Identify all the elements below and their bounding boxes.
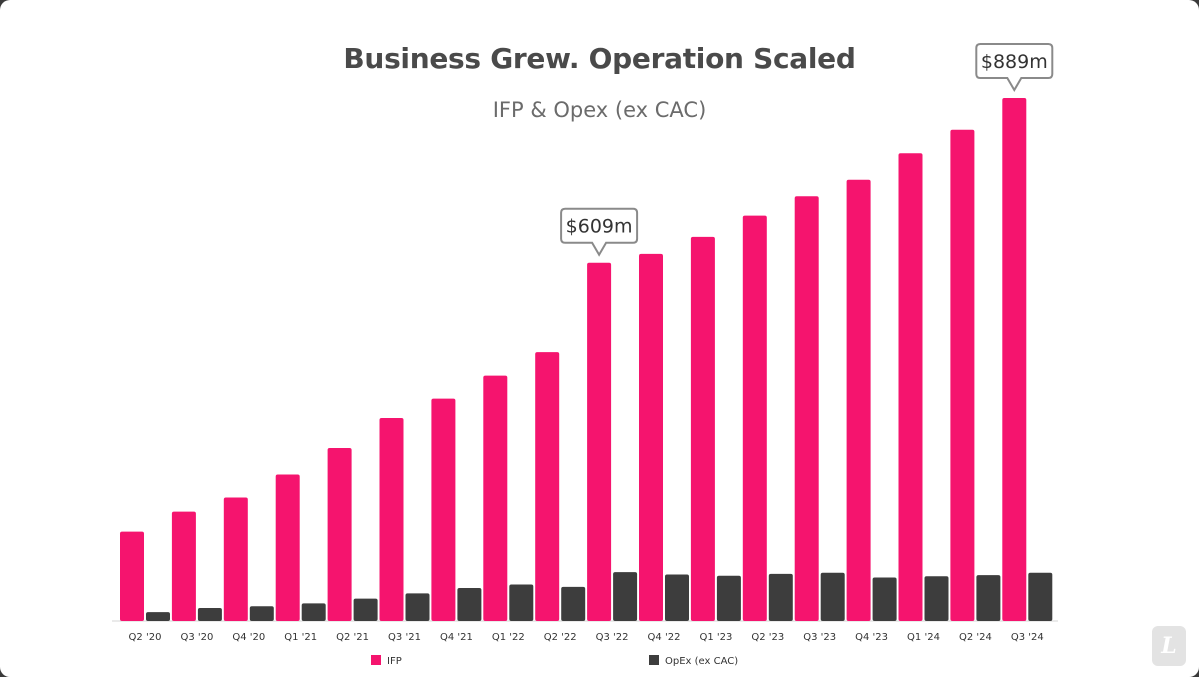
- x-tick-label: Q3 '23: [803, 632, 836, 643]
- bar-opex: [820, 572, 845, 621]
- chart-subtitle: IFP & Opex (ex CAC): [492, 98, 707, 122]
- bar-opex: [872, 577, 897, 621]
- bar-ifp: [639, 253, 663, 621]
- bar-opex: [561, 586, 586, 621]
- bar-opex: [146, 612, 170, 621]
- x-tick-label: Q1 '23: [699, 632, 732, 643]
- bar-ifp: [794, 196, 819, 621]
- x-tick-label: Q2 '22: [544, 632, 577, 643]
- x-tick-label: Q2 '20: [129, 632, 162, 643]
- callout-label: $889m: [981, 51, 1048, 73]
- bar-ifp: [431, 398, 456, 621]
- x-tick-label: Q3 '22: [596, 632, 629, 643]
- bar-opex: [1028, 572, 1053, 621]
- bar-ifp: [690, 236, 715, 621]
- x-tick-label: Q1 '24: [907, 632, 940, 643]
- bar-ifp: [898, 153, 923, 621]
- bar-opex: [197, 608, 222, 621]
- bar-opex: [301, 603, 326, 621]
- legend-opex-swatch: [649, 655, 659, 665]
- bar-opex: [768, 573, 793, 621]
- bar-ifp: [950, 129, 975, 621]
- legend-ifp-swatch: [371, 655, 381, 665]
- bar-ifp: [327, 448, 352, 621]
- legend-opex-label: OpEx (ex CAC): [665, 656, 738, 667]
- bar-opex: [249, 606, 274, 621]
- bar-ifp: [535, 352, 560, 621]
- bar-ifp: [171, 511, 196, 621]
- bar-ifp: [587, 262, 612, 621]
- x-tick-label: Q1 '21: [284, 632, 317, 643]
- x-tick-label: Q4 '20: [232, 632, 265, 643]
- bar-opex: [976, 575, 1001, 621]
- bar-ifp: [742, 215, 767, 622]
- x-tick-label: Q2 '24: [959, 632, 992, 643]
- x-tick-label: Q3 '24: [1011, 632, 1044, 643]
- x-tick-label: Q3 '21: [388, 632, 421, 643]
- bar-ifp: [846, 179, 871, 621]
- bar-opex: [457, 588, 482, 621]
- bar-ifp: [120, 531, 144, 621]
- x-tick-label: Q2 '23: [751, 632, 784, 643]
- bar-ifp: [275, 474, 300, 621]
- bar-ifp: [483, 375, 508, 621]
- x-tick-label: Q1 '22: [492, 632, 525, 643]
- callout-box: [975, 43, 1054, 92]
- bar-opex: [716, 575, 741, 621]
- bar-ifp: [1002, 98, 1027, 621]
- x-tick-label: Q4 '22: [648, 632, 681, 643]
- x-tick-label: Q2 '21: [336, 632, 369, 643]
- bar-ifp: [223, 497, 248, 621]
- bar-ifp: [379, 418, 404, 621]
- bar-opex: [405, 593, 430, 621]
- brand-logo-letter: L: [1161, 633, 1177, 659]
- callout-box: [560, 207, 639, 257]
- callout-label: $609m: [566, 216, 633, 238]
- bar-opex: [509, 584, 534, 621]
- x-tick-label: Q4 '21: [440, 632, 473, 643]
- bar-opex: [924, 576, 949, 621]
- chart-title: Business Grew. Operation Scaled: [343, 42, 856, 75]
- x-tick-label: Q4 '23: [855, 632, 888, 643]
- bar-opex: [665, 574, 689, 621]
- bar-opex: [613, 572, 638, 621]
- brand-logo-icon: L: [1152, 626, 1186, 666]
- x-tick-label: Q3 '20: [180, 632, 213, 643]
- legend-ifp-label: IFP: [387, 656, 402, 667]
- bar-opex: [353, 598, 378, 621]
